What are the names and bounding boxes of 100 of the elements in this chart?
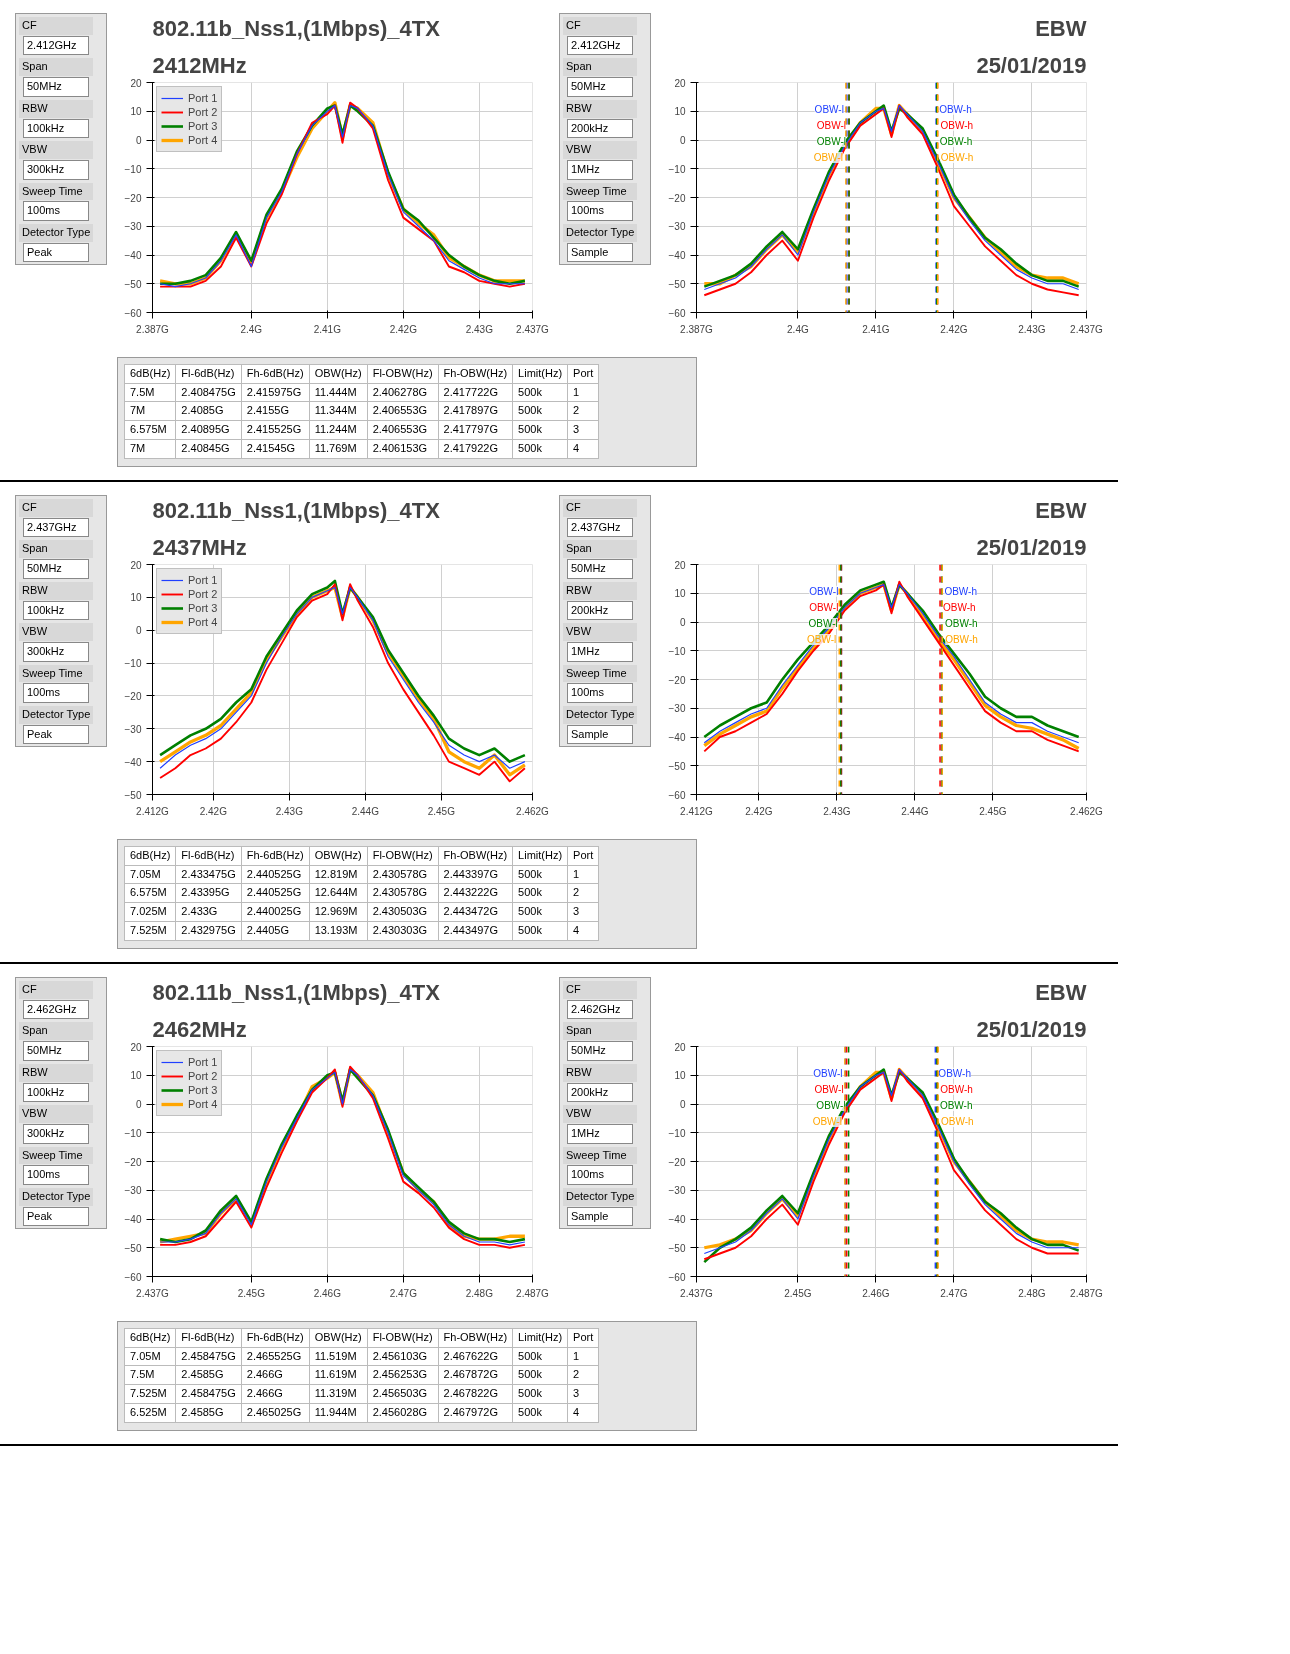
text: CF (563, 17, 638, 35)
chart-subtitle: 2412MHz (152, 52, 247, 78)
y-tick-label: −30 (668, 1185, 686, 1197)
x-tick-label: 2.45G (237, 1287, 266, 1299)
text: 2.443222G (438, 883, 513, 903)
ref-line-label: OBW-l (816, 119, 847, 131)
ref-line-label: OBW-l (809, 585, 839, 597)
y-tick-label: 0 (679, 617, 686, 628)
text: Fl-OBW(Hz) (367, 1328, 439, 1348)
text: 2.406153G (367, 439, 439, 459)
y-tick-label: 20 (674, 1041, 686, 1053)
text: Span (563, 540, 638, 559)
y-tick-label: 10 (130, 1070, 142, 1082)
x-tick-label: 2.387G (136, 323, 170, 335)
x-tick-label: 2.437G (136, 1287, 170, 1299)
text: 2.430303G (367, 921, 439, 941)
text: Detector Type (563, 1188, 638, 1206)
y-tick-label: −20 (124, 1156, 142, 1168)
y-tick-label: 0 (135, 625, 142, 637)
x-tick-label: 2.412G (680, 805, 714, 817)
text: 300kHz (23, 1123, 90, 1144)
text: VBW (19, 623, 94, 641)
text: 500k (512, 1384, 568, 1404)
text: Sweep Time (19, 1146, 94, 1165)
text: 500k (512, 902, 568, 922)
text: 11.319M (309, 1384, 368, 1404)
text: 2.466G (241, 1365, 310, 1385)
y-tick-label: −60 (668, 789, 686, 801)
text: Fl-6dB(Hz) (175, 364, 242, 384)
x-tick-label: 2.45G (979, 805, 1007, 817)
y-tick-label: −30 (124, 723, 142, 735)
text: 1MHz (567, 1123, 634, 1144)
ref-line-label: OBW-l (812, 1116, 842, 1127)
text: OBW(Hz) (309, 846, 368, 866)
y-tick-label: −10 (668, 645, 686, 657)
text: 2.433475G (175, 865, 242, 884)
text: Detector Type (19, 224, 94, 242)
ref-line-label: OBW-h (940, 119, 974, 131)
chart-title: 802.11b_Nss1,(1Mbps)_4TX (152, 497, 441, 523)
x-tick-label: 2.42G (745, 805, 773, 817)
y-tick-label: −20 (668, 192, 686, 204)
text: Port (567, 1328, 599, 1348)
ref-line-label: OBW-h (939, 1099, 973, 1111)
text: CF (563, 981, 638, 999)
text: Span (19, 1022, 94, 1041)
y-tick-label: 10 (130, 592, 142, 604)
text: 11.944M (309, 1403, 368, 1423)
text: 2.412GHz (567, 35, 634, 56)
text: Port (567, 364, 599, 384)
text: Detector Type (563, 706, 638, 724)
text: Fh-6dB(Hz) (241, 846, 310, 866)
x-tick-label: 2.437G (680, 1287, 714, 1299)
text: Limit(Hz) (512, 846, 568, 866)
text: 6.575M (124, 420, 176, 440)
text: 100kHz (23, 600, 90, 621)
text: RBW (563, 99, 638, 118)
y-tick-label: 20 (130, 1041, 142, 1053)
chart-subtitle: 2462MHz (152, 1016, 247, 1042)
text: 500k (512, 439, 568, 459)
text: 100kHz (23, 1082, 90, 1103)
text: Span (563, 1022, 638, 1041)
text: OBW(Hz) (309, 1328, 368, 1348)
text: 2.430578G (367, 883, 439, 903)
y-tick-label: 10 (674, 588, 686, 600)
y-tick-label: 10 (130, 106, 142, 118)
text: 50MHz (23, 559, 90, 579)
text: 2.41545G (241, 439, 310, 459)
text: 11.519M (309, 1347, 368, 1366)
text: 2.462GHz (567, 999, 634, 1020)
text: 2.4405G (241, 921, 310, 941)
text: Sweep Time (19, 664, 94, 683)
y-tick-label: −50 (668, 1242, 686, 1254)
text: Sweep Time (563, 1146, 638, 1165)
text: 2.456028G (367, 1403, 439, 1423)
x-tick-label: 2.4G (240, 323, 263, 335)
y-tick-label: −20 (124, 192, 142, 204)
x-tick-label: 2.43G (275, 805, 304, 817)
text: 2.437GHz (567, 517, 634, 538)
text: 2.432975G (175, 921, 242, 941)
text: 12.819M (309, 865, 368, 884)
text: Span (19, 540, 94, 559)
y-tick-label: −40 (668, 1214, 686, 1225)
text: RBW (19, 99, 94, 118)
text: 300kHz (23, 159, 90, 180)
y-tick-label: 0 (135, 1099, 142, 1110)
text: 11.619M (309, 1365, 368, 1385)
x-tick-label: 2.437G (1070, 323, 1104, 335)
text: Peak (23, 724, 90, 745)
text: 3 (567, 420, 599, 440)
text: 6dB(Hz) (124, 1328, 176, 1348)
text: Detector Type (563, 224, 638, 242)
ref-line-label: OBW-h (940, 1083, 973, 1095)
ref-line-label: OBW-l (813, 152, 843, 163)
y-tick-label: −30 (124, 221, 142, 233)
legend-label: Port 4 (188, 615, 218, 629)
text: Peak (23, 1206, 90, 1227)
ref-line-label: OBW-l (816, 135, 847, 147)
x-tick-label: 2.42G (940, 323, 968, 335)
y-tick-label: −20 (668, 1156, 686, 1168)
text: 500k (512, 1403, 568, 1423)
